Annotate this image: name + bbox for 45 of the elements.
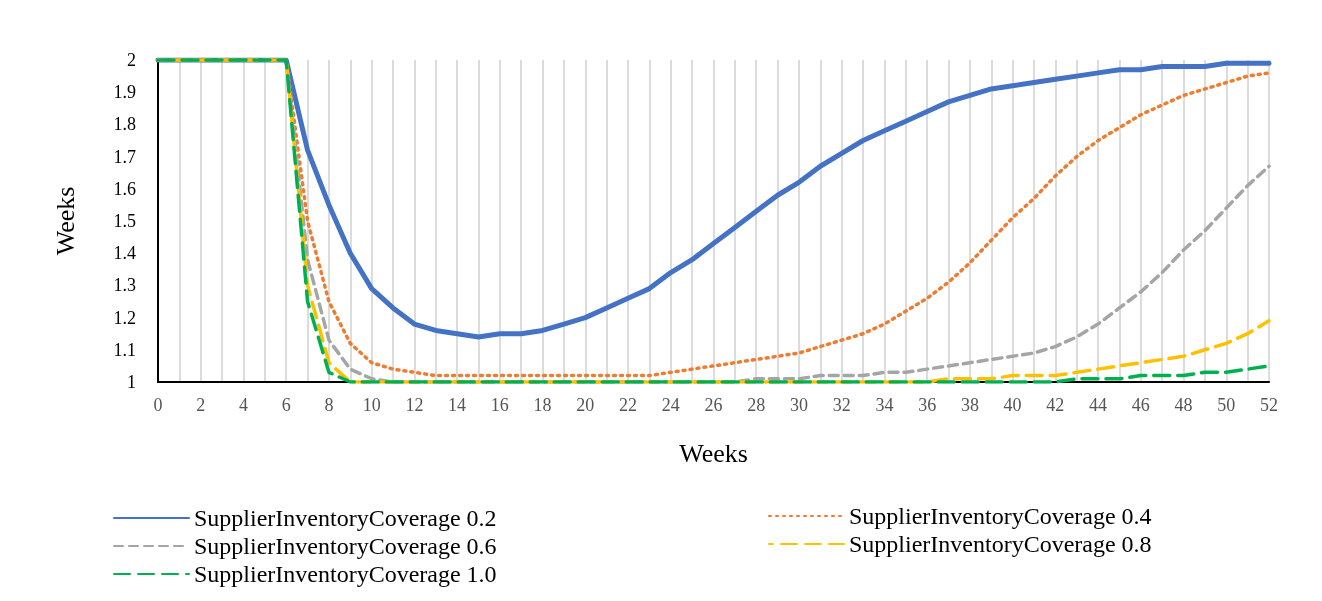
x-tick-label: 40 (1003, 395, 1022, 415)
x-tick-label: 30 (789, 395, 808, 415)
y-tick-label: 1.1 (113, 339, 136, 360)
x-tick-label: 6 (281, 395, 291, 415)
x-tick-label: 52 (1260, 395, 1278, 415)
legend-label: SupplierInventoryCoverage 0.6 (194, 533, 497, 559)
x-tick-label: 24 (661, 395, 680, 415)
legend-label: SupplierInventoryCoverage 0.2 (194, 505, 497, 531)
x-tick-label: 14 (448, 395, 467, 415)
y-tick-label: 1.7 (113, 146, 136, 167)
x-tick-label: 12 (405, 395, 424, 415)
legend-label: SupplierInventoryCoverage 1.0 (194, 561, 497, 587)
x-tick-label: 26 (704, 395, 723, 415)
x-tick-label: 46 (1131, 395, 1150, 415)
y-tick-label: 1.8 (113, 114, 136, 135)
y-tick-label: 1.3 (113, 275, 136, 296)
x-tick-label: 10 (362, 395, 381, 415)
x-tick-label: 42 (1046, 395, 1065, 415)
x-tick-label: 0 (153, 395, 163, 415)
x-tick-label: 8 (324, 395, 334, 415)
y-tick-label: 2 (127, 50, 136, 70)
x-tick-label: 34 (875, 395, 894, 415)
x-tick-label: 50 (1217, 395, 1236, 415)
y-tick-label: 1.4 (113, 243, 136, 264)
x-tick-label: 38 (960, 395, 979, 415)
y-tick-label: 1.9 (113, 82, 136, 103)
x-tick-label: 4 (238, 395, 248, 415)
y-tick-label: 1.6 (113, 178, 136, 199)
x-tick-label: 16 (490, 395, 509, 415)
x-tick-label: 32 (832, 395, 851, 415)
x-tick-label: 36 (918, 395, 937, 415)
x-tick-label: 48 (1174, 395, 1193, 415)
x-tick-label: 28 (747, 395, 766, 415)
x-tick-label: 20 (576, 395, 595, 415)
y-axis-title: Weeks (50, 186, 80, 256)
x-tick-label: 22 (619, 395, 638, 415)
x-axis-title: Weeks (679, 438, 748, 468)
legend-label: SupplierInventoryCoverage 0.4 (849, 503, 1152, 529)
x-tick-label: 2 (196, 395, 206, 415)
y-tick-label: 1.2 (113, 307, 136, 328)
x-tick-label: 18 (533, 395, 552, 415)
x-tick-label: 44 (1089, 395, 1108, 415)
y-tick-label: 1.5 (113, 211, 136, 231)
legend-label: SupplierInventoryCoverage 0.8 (849, 531, 1152, 557)
y-tick-label: 1 (127, 372, 136, 392)
